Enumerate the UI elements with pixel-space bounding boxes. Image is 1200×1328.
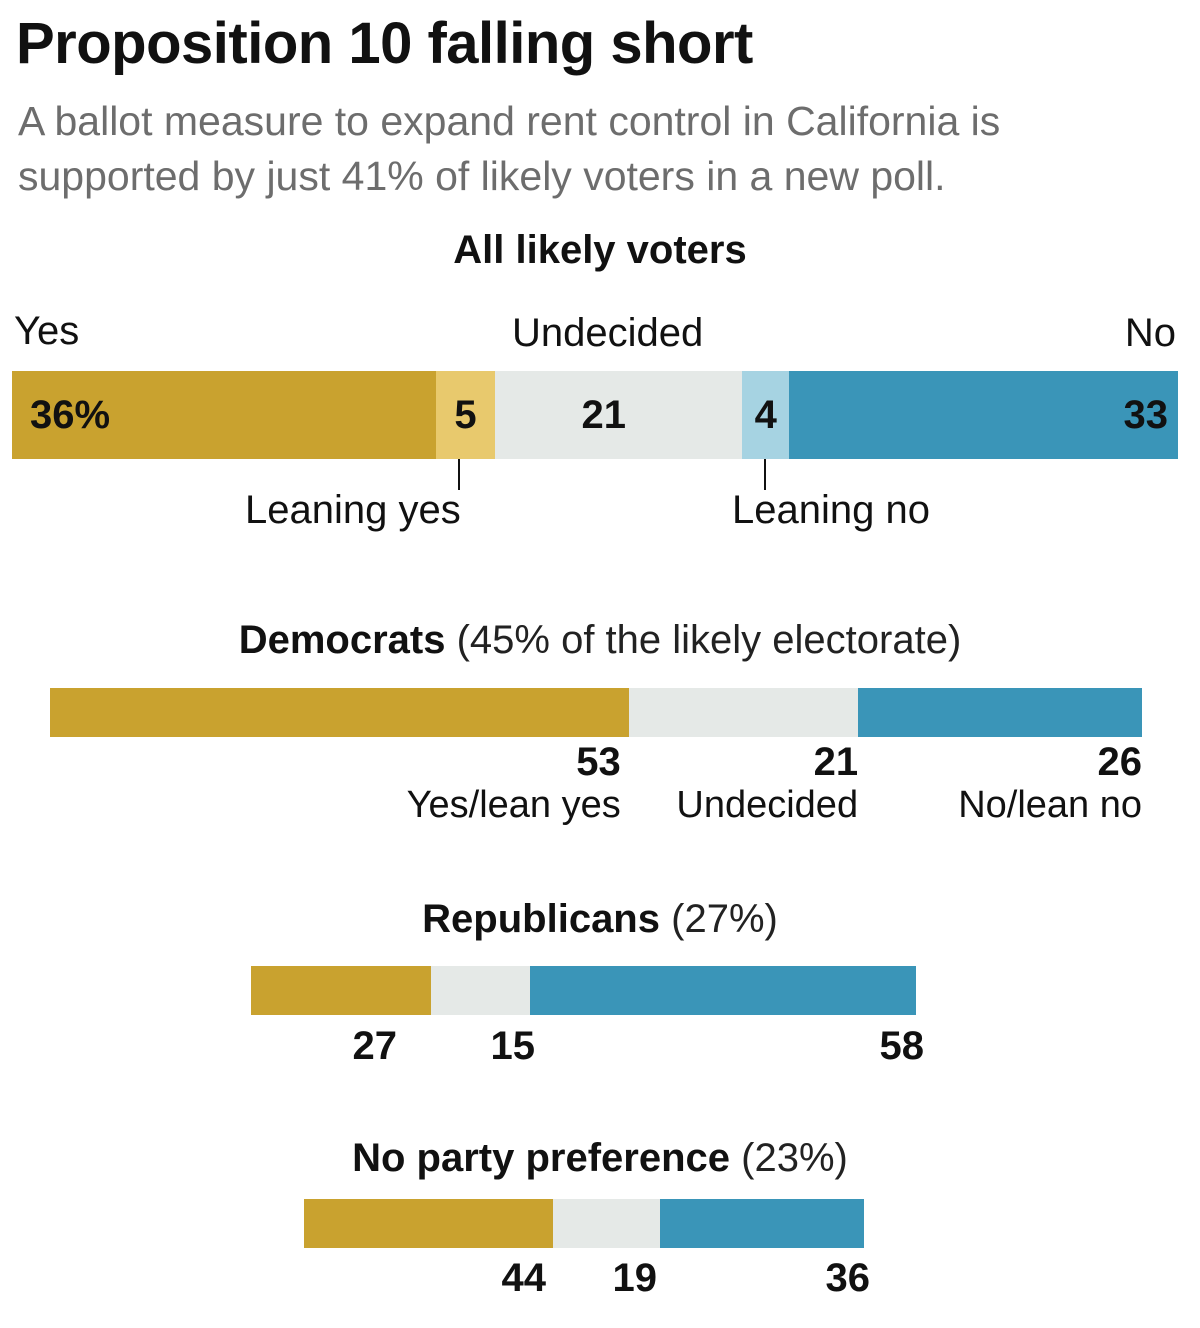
all-voters-segment-leaning-no [742, 371, 791, 459]
democrats-segment-no-lean-no [858, 688, 1143, 737]
all-voters-segment-no [789, 371, 1179, 459]
all-voters-segment-yes [12, 371, 436, 459]
lean-yes-leader-line [458, 458, 460, 490]
npp-note: (23%) [741, 1136, 848, 1180]
republicans-segment-yes-lean-yes [251, 966, 431, 1015]
democrats-category-no-lean-no: No/lean no [958, 784, 1142, 826]
npp-segment-no-lean-no [660, 1199, 865, 1248]
all-voters-value-leaning-yes: 5 [454, 393, 477, 437]
all-voters-value-leaning-no: 4 [754, 393, 777, 437]
undecided-top-label: Undecided [512, 311, 704, 355]
republicans-value-no-lean-no: 58 [879, 1024, 925, 1068]
no-top-label: No [1124, 311, 1176, 355]
all-voters-title: All likely voters [453, 228, 747, 272]
all-voters-value-no: 33 [1123, 393, 1169, 437]
npp-segment-yes-lean-yes [304, 1199, 553, 1248]
chart-subtitle: A ballot measure to expand rent control … [18, 98, 1001, 199]
democrats-value-undecided: 21 [813, 740, 859, 784]
republicans-segment-undecided [430, 966, 531, 1015]
npp-heading: No party preference (23%) [0, 1136, 1200, 1181]
npp-value-yes-lean-yes: 44 [501, 1256, 547, 1300]
democrats-category-undecided: Undecided [676, 784, 859, 826]
democrats-title: Democrats [238, 618, 446, 662]
democrats-segment-yes-lean-yes [50, 688, 629, 737]
republicans-note: (27%) [671, 897, 778, 941]
democrats-note: (45% of the likely electorate) [456, 618, 962, 662]
npp-value-undecided: 19 [612, 1256, 658, 1300]
democrats-heading: Democrats (45% of the likely electorate) [0, 618, 1200, 663]
npp-value-no-lean-no: 36 [825, 1256, 871, 1300]
yes-top-label: Yes [14, 309, 80, 353]
lean-no-bottom-label: Leaning no [732, 488, 930, 532]
npp-segment-undecided [552, 1199, 661, 1248]
all-voters-value-yes: 36% [30, 393, 111, 437]
democrats-value-yes-lean-yes: 53 [576, 740, 621, 784]
all-voters-value-undecided: 21 [581, 393, 626, 437]
all-voters-segment-leaning-yes [436, 371, 495, 459]
chart-title: Proposition 10 falling short [16, 11, 753, 76]
lean-yes-bottom-label: Leaning yes [245, 488, 461, 532]
democrats-category-yes-lean-yes: Yes/lean yes [406, 784, 621, 826]
republicans-value-undecided: 15 [490, 1024, 536, 1068]
lean-no-leader-line [764, 458, 766, 490]
democrats-segment-undecided [628, 688, 859, 737]
republicans-value-yes-lean-yes: 27 [352, 1024, 398, 1068]
republicans-heading: Republicans (27%) [0, 897, 1200, 942]
republicans-title: Republicans [422, 897, 660, 941]
republicans-segment-no-lean-no [530, 966, 917, 1015]
all-voters-segment-undecided [494, 371, 743, 459]
npp-title: No party preference [352, 1136, 731, 1180]
democrats-value-no-lean-no: 26 [1097, 740, 1143, 784]
all-voters-heading: All likely voters [0, 228, 1200, 273]
